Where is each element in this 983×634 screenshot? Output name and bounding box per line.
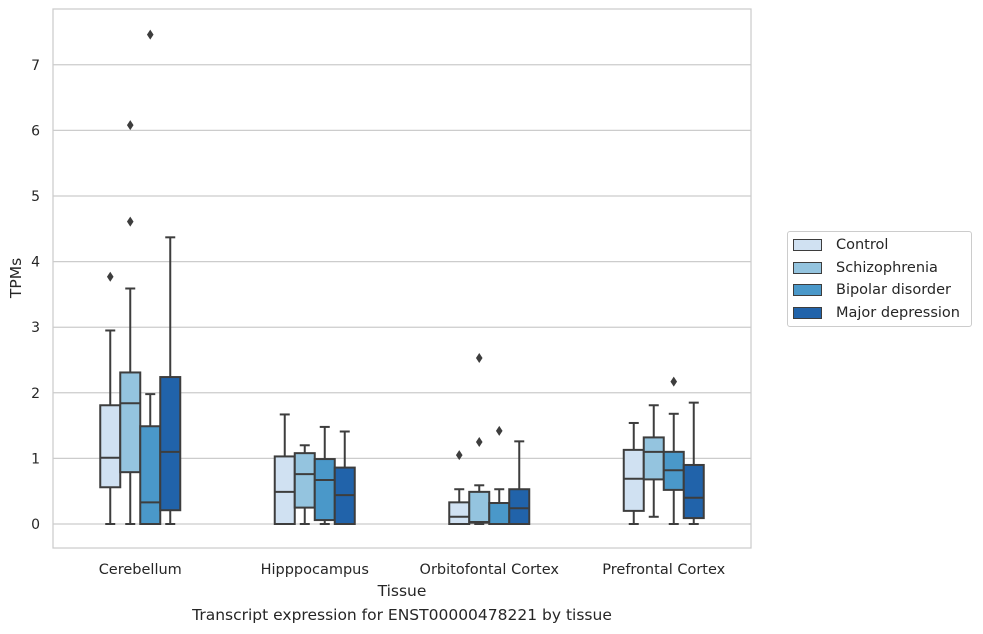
box-iqr — [488, 502, 511, 525]
box-control — [622, 421, 645, 525]
box-control — [99, 271, 122, 525]
y-tick-label: 5 — [31, 189, 40, 205]
legend-swatch — [793, 239, 822, 251]
box-schizophrenia — [642, 404, 665, 518]
outlier-point — [126, 120, 134, 131]
outlier-point — [475, 437, 483, 447]
box-control — [448, 450, 471, 525]
outlier-point — [146, 29, 154, 40]
x-axis-label: Tissue — [377, 582, 427, 600]
x-tick-label: Orbitofontal Cortex — [420, 562, 560, 578]
legend-item: Bipolar disorder — [793, 280, 951, 300]
legend: Control Schizophrenia Bipolar disorder Majo… — [787, 231, 972, 327]
y-tick-label: 1 — [31, 451, 40, 467]
box-control — [273, 413, 296, 526]
legend-swatch — [793, 284, 822, 296]
outlier-point — [106, 271, 114, 282]
box-schizophrenia — [468, 353, 491, 525]
legend-item: Schizophrenia — [793, 258, 938, 278]
legend-swatch — [793, 306, 822, 319]
legend-swatch — [793, 261, 822, 274]
box-iqr — [139, 425, 162, 526]
outlier-point — [670, 376, 678, 387]
box-iqr — [159, 376, 182, 512]
box-major-depression — [159, 236, 182, 525]
box-iqr — [99, 404, 122, 489]
box-iqr — [313, 458, 336, 522]
box-bipolar-disorder — [488, 425, 511, 525]
y-tick-label: 6 — [31, 123, 40, 139]
boxes — [99, 29, 705, 526]
x-tick-labels: Cerebellum Hipppocampus Orbitofontal Corte… — [99, 562, 726, 578]
y-tick-label: 4 — [31, 255, 40, 271]
y-tick-labels: 0 1 2 3 4 5 6 7 — [31, 58, 40, 533]
outlier-point — [475, 353, 483, 364]
plot-frame — [52, 8, 752, 549]
box-major-depression — [682, 401, 705, 525]
y-tick-label: 0 — [31, 517, 40, 533]
legend-label: Schizophrenia — [836, 259, 938, 276]
box-iqr — [642, 436, 665, 481]
box-bipolar-disorder — [313, 425, 336, 525]
y-tick-label: 7 — [31, 58, 40, 74]
outlier-point — [455, 450, 463, 461]
legend-label: Bipolar disorder — [836, 282, 951, 298]
x-tick-label: Cerebellum — [99, 562, 182, 578]
box-iqr — [622, 448, 645, 512]
box-major-depression — [508, 440, 531, 525]
y-tick-label: 2 — [31, 386, 40, 402]
outlier-point — [126, 216, 134, 227]
legend-item: Control — [793, 235, 888, 255]
y-axis-label: TPMs — [7, 258, 25, 299]
box-iqr — [119, 371, 142, 474]
legend-label: Major depression — [836, 304, 960, 321]
legend-label: Control — [836, 237, 889, 253]
box-major-depression — [333, 430, 356, 526]
box-iqr — [468, 490, 491, 524]
box-iqr — [448, 501, 471, 525]
box-iqr — [508, 488, 531, 525]
box-schizophrenia — [119, 120, 142, 525]
box-iqr — [682, 463, 705, 520]
outlier-point — [495, 425, 503, 436]
box-iqr — [273, 455, 296, 526]
box-bipolar-disorder — [139, 29, 162, 526]
chart-caption: Transcript expression for ENST0000047822… — [192, 606, 612, 624]
box-bipolar-disorder — [662, 376, 685, 525]
y-tick-label: 3 — [31, 320, 40, 336]
x-tick-label: Prefrontal Cortex — [602, 562, 725, 578]
box-schizophrenia — [293, 444, 316, 525]
legend-item: Major depression — [793, 303, 960, 323]
box-iqr — [293, 452, 316, 509]
x-tick-label: Hipppocampus — [261, 562, 369, 578]
